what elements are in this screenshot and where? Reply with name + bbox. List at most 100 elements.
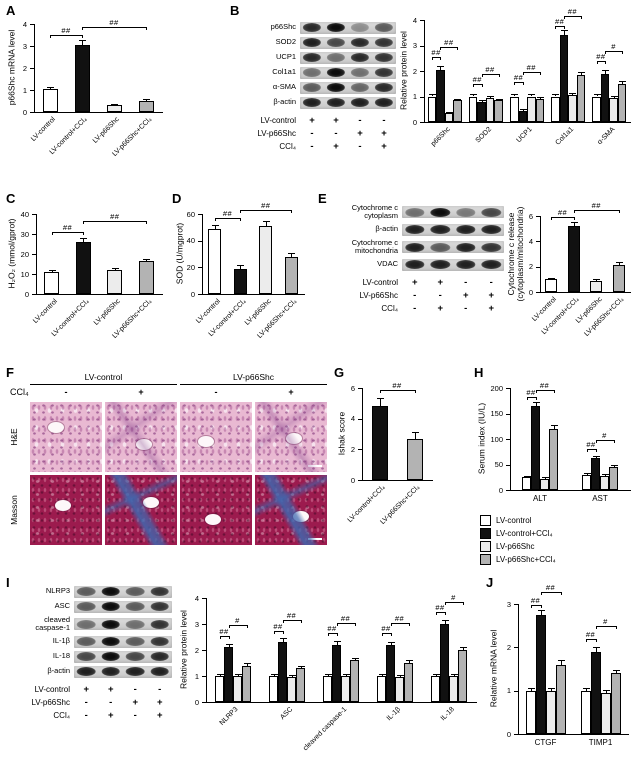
condition-label: LV-p66Shc	[359, 291, 398, 300]
error-bar	[282, 638, 284, 643]
ccl4-value: -	[214, 387, 218, 397]
blot-strip	[300, 66, 396, 79]
panel-label-g: G	[334, 365, 345, 380]
central-vein	[55, 500, 71, 511]
legend-swatch	[480, 515, 491, 526]
y-tick-label: 150	[490, 409, 503, 418]
error-cap	[262, 220, 270, 222]
protein-band	[374, 23, 394, 32]
sig-label: ##	[567, 7, 578, 17]
bar	[224, 647, 233, 702]
protein-band	[374, 53, 394, 62]
error-bar	[291, 675, 293, 678]
sig-line	[327, 633, 337, 635]
central-vein	[198, 436, 214, 447]
y-tick	[198, 294, 202, 295]
x-axis	[510, 490, 631, 491]
y-tick	[536, 241, 540, 243]
legend-swatch	[480, 554, 491, 565]
protein-band	[101, 619, 121, 629]
sig-tick	[440, 46, 442, 50]
error-cap	[550, 424, 558, 426]
protein-band	[101, 667, 121, 676]
error-bar	[550, 687, 552, 691]
error-cap	[470, 94, 478, 96]
protein-band	[481, 260, 501, 269]
bar	[545, 279, 558, 292]
error-cap	[454, 98, 462, 100]
protein-band	[302, 23, 322, 32]
blot-strip	[74, 650, 172, 663]
error-cap	[237, 264, 245, 266]
error-bar	[473, 94, 475, 97]
sig-tick	[540, 604, 542, 608]
sig-label: ##	[61, 26, 71, 35]
y-axis-title: Serum index (IU/L)	[476, 402, 487, 475]
sig-label: ##	[485, 64, 495, 74]
sig-tick	[444, 601, 446, 605]
blot-row-label: Col1a1	[272, 67, 296, 77]
sig-label: ##	[585, 629, 596, 639]
sig-tick	[585, 638, 587, 642]
error-bar	[431, 94, 433, 97]
sig-tick	[498, 73, 500, 77]
protein-band	[150, 587, 170, 596]
error-cap	[143, 99, 150, 101]
protein-band	[125, 619, 145, 629]
condition-value: +	[411, 276, 418, 288]
protein-band	[326, 23, 346, 32]
sig-tick	[354, 622, 356, 626]
legend-swatch	[480, 528, 491, 539]
y-axis-title: Relative mRNA level	[488, 629, 499, 708]
protein-band	[150, 667, 170, 676]
sig-tick	[336, 622, 338, 626]
bar	[74, 44, 90, 112]
sig-label: ##	[586, 440, 596, 450]
y-tick-label: 100	[490, 434, 503, 444]
bar	[527, 96, 536, 122]
y-tick-label: 0	[506, 729, 511, 739]
panel-label-j: J	[486, 575, 494, 590]
y-axis-title: SOD (U/mgprot)	[174, 222, 185, 285]
central-vein	[286, 433, 302, 444]
error-cap	[547, 687, 555, 689]
protein-band	[481, 207, 501, 217]
error-cap	[342, 673, 350, 675]
protein-band	[150, 602, 170, 611]
protein-band	[101, 652, 121, 661]
x-tick-label: LV-control	[30, 116, 57, 143]
blot-strip	[300, 81, 396, 94]
sig-label: #	[451, 592, 456, 602]
sig-tick	[473, 83, 475, 87]
error-cap	[450, 673, 458, 675]
blot-row: β-actin	[8, 664, 172, 679]
sig-tick	[390, 622, 392, 626]
y-axis	[202, 214, 203, 294]
bar	[549, 428, 558, 490]
sig-line	[563, 16, 581, 18]
blot-strip	[402, 223, 504, 236]
sig-tick	[481, 73, 483, 77]
bar	[341, 676, 350, 702]
protein-band	[302, 38, 322, 47]
error-cap	[552, 93, 560, 95]
histology-image	[105, 402, 177, 472]
sig-line	[336, 622, 355, 624]
protein-band	[326, 83, 346, 92]
sig-label: ##	[261, 201, 271, 210]
bar	[568, 95, 577, 122]
sig-tick	[336, 633, 338, 637]
y-tick-label: 6	[350, 383, 355, 393]
error-cap	[612, 669, 620, 671]
error-cap	[376, 397, 384, 399]
condition-value: +	[381, 127, 387, 139]
y-tick-label: 0	[412, 117, 417, 127]
error-bar	[530, 687, 532, 691]
sig-line	[526, 397, 536, 399]
y-tick-label: 2	[506, 642, 511, 652]
bar	[580, 690, 591, 734]
blot-row: VDAC	[328, 257, 504, 272]
bar	[540, 478, 549, 490]
histology-panel: LV-control LV-p66Shc CCl₄ - + - + H&E Masson	[9, 372, 332, 550]
bar	[233, 268, 247, 294]
